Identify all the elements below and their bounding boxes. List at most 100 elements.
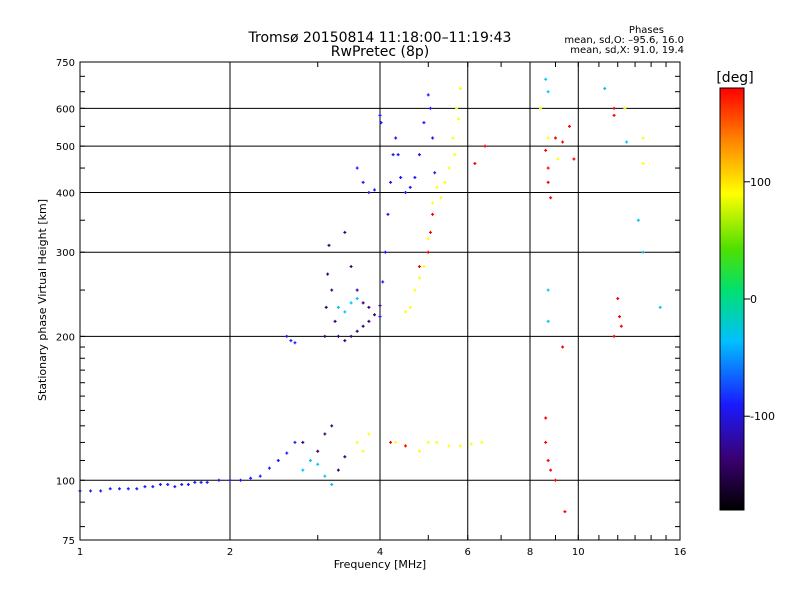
data-point: [447, 166, 451, 170]
stats-line-x: mean, sd,X: 91.0, 19.4: [570, 45, 684, 56]
data-point: [561, 345, 565, 349]
data-point: [546, 288, 550, 292]
data-point: [301, 440, 305, 444]
data-point: [373, 313, 377, 317]
data-point: [413, 288, 417, 292]
data-point: [394, 440, 398, 444]
data-point: [619, 324, 623, 328]
x-tick-label: 4: [377, 547, 383, 558]
data-point: [126, 487, 130, 491]
data-point: [546, 90, 550, 94]
data-point: [431, 136, 435, 140]
x-tick-label: 16: [674, 547, 687, 558]
data-point: [205, 480, 209, 484]
y-tick-label: 600: [56, 104, 75, 115]
data-point: [544, 148, 548, 152]
data-point: [556, 157, 560, 161]
data-point: [658, 305, 662, 309]
data-point: [267, 466, 271, 470]
data-point: [180, 482, 184, 486]
x-axis-label: Frequency [MHz]: [334, 558, 426, 571]
data-point: [453, 153, 457, 157]
data-point: [293, 341, 297, 345]
colorbar-tick-label: -100: [750, 410, 775, 423]
data-point: [546, 136, 550, 140]
plot-area: [80, 62, 680, 540]
data-point: [435, 440, 439, 444]
x-tick-label: 1: [77, 547, 83, 558]
stats-line-o: mean, sd,O: –95.6, 16.0: [564, 35, 684, 46]
data-point: [349, 265, 353, 269]
data-point: [239, 478, 243, 482]
stats-heading: Phases: [629, 25, 664, 36]
data-point: [612, 334, 616, 338]
data-point: [108, 487, 112, 491]
data-point: [316, 449, 320, 453]
data-point: [396, 153, 400, 157]
data-point: [625, 140, 629, 144]
data-point: [539, 106, 543, 110]
data-point: [316, 462, 320, 466]
data-point: [431, 212, 435, 216]
data-point: [447, 444, 451, 448]
data-point: [408, 185, 412, 189]
data-point: [561, 140, 565, 144]
data-point: [403, 444, 407, 448]
data-point: [326, 272, 330, 276]
colorbar-frame: [719, 87, 745, 511]
data-point: [361, 449, 365, 453]
data-point: [426, 250, 430, 254]
data-point: [636, 218, 640, 222]
data-point: [285, 451, 289, 455]
data-point: [426, 237, 430, 241]
axes: 1 2 4 6 8 10 16 75 100 200 300 400 500 600 750: [56, 58, 686, 558]
data-point: [612, 113, 616, 117]
data-point: [158, 482, 162, 486]
data-point: [612, 106, 616, 110]
data-point: [333, 319, 337, 323]
data-point: [323, 474, 327, 478]
data-point: [378, 315, 382, 319]
data-points: [78, 77, 662, 514]
data-point: [443, 180, 447, 184]
data-point: [330, 424, 334, 428]
y-tick-label: 500: [56, 142, 75, 153]
data-point: [549, 468, 553, 472]
data-point: [422, 121, 426, 125]
colorbar: [720, 88, 744, 510]
data-point: [417, 449, 421, 453]
colorbar-ticks: 100 0 -100: [719, 87, 775, 511]
x-tick-label: 10: [572, 547, 585, 558]
colorbar-tick-label: 0: [750, 293, 757, 306]
data-point: [117, 487, 121, 491]
data-point: [389, 180, 393, 184]
y-tick-label: 750: [56, 58, 75, 69]
data-point: [336, 305, 340, 309]
data-point: [426, 440, 430, 444]
data-point: [355, 329, 359, 333]
data-point: [343, 310, 347, 314]
data-point: [293, 440, 297, 444]
data-point: [546, 166, 550, 170]
data-point: [89, 489, 93, 493]
data-point: [361, 180, 365, 184]
data-point: [426, 93, 430, 97]
data-point: [217, 478, 221, 482]
data-point: [276, 458, 280, 462]
data-point: [199, 480, 203, 484]
data-point: [173, 485, 177, 489]
data-point: [324, 305, 328, 309]
data-point: [343, 455, 347, 459]
data-point: [228, 478, 232, 482]
data-point: [343, 230, 347, 234]
data-point: [616, 297, 620, 301]
data-point: [355, 297, 359, 301]
data-point: [383, 250, 387, 254]
data-point: [458, 87, 462, 91]
data-point: [417, 153, 421, 157]
data-point: [553, 478, 557, 482]
data-point: [544, 77, 548, 81]
data-point: [308, 458, 312, 462]
data-point: [361, 301, 365, 305]
